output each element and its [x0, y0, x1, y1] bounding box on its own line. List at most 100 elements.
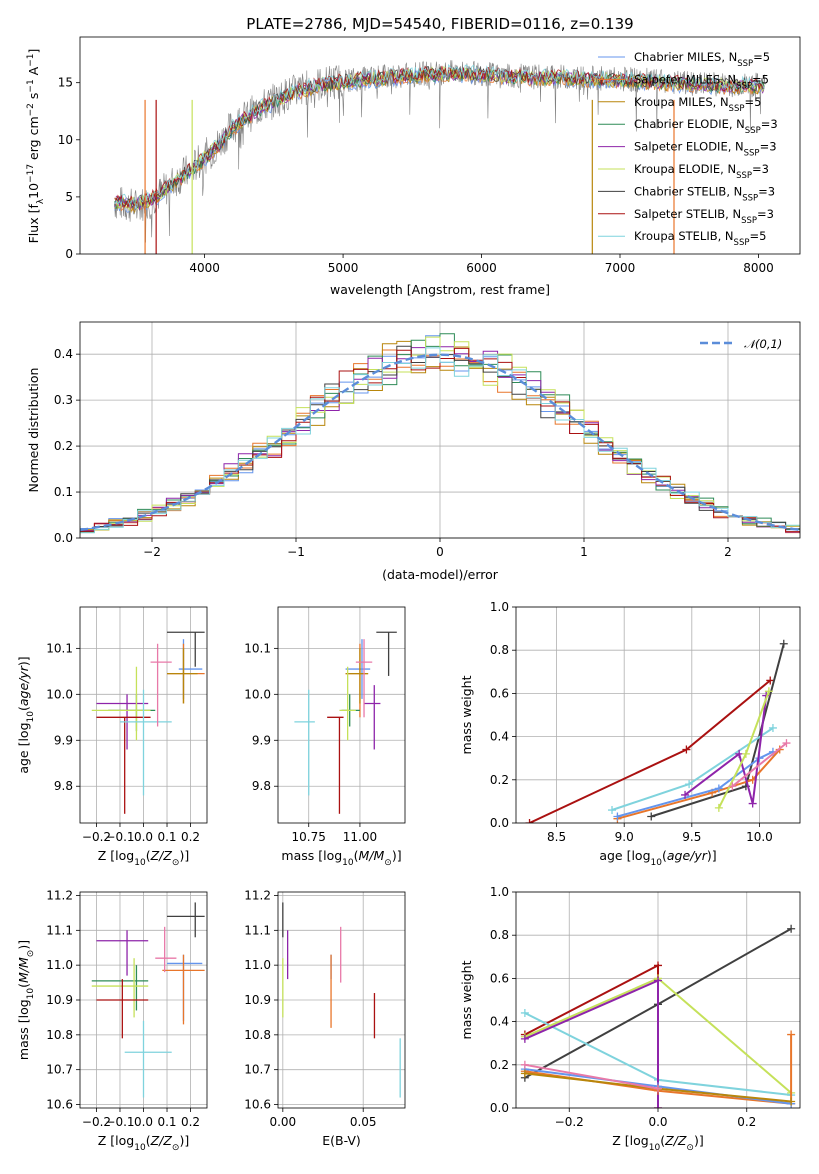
error-bars [294, 631, 397, 814]
weight-marker [714, 803, 723, 812]
weight-lines [525, 639, 791, 823]
x-tick-label: 6000 [466, 261, 497, 275]
weight-marker [714, 784, 723, 793]
x-axis-label: (data-model)/error [382, 567, 499, 582]
weight-line [731, 742, 788, 788]
weight-line [718, 690, 770, 809]
axes-frame [277, 606, 406, 824]
axes-frame [79, 36, 801, 255]
y-tick-label: 0.2 [490, 1058, 509, 1072]
y-tick-label: 0.4 [54, 347, 73, 361]
y-tick-label: 0.0 [490, 1101, 509, 1115]
weight-marker [748, 799, 757, 808]
model-spectrum-line [114, 63, 765, 210]
x-tick-label: 0.00 [269, 1115, 296, 1129]
x-axis-label: age [log10(age/yr)] [599, 848, 716, 868]
histogram-step [80, 347, 800, 534]
x-tick-label: −0.1 [105, 1115, 134, 1129]
legend-label: Kroupa STELIB, NSSP=5 [634, 229, 766, 248]
age-vs-metallicity-panel: −0.2−0.1 0.0 0.1 0.2 9.8 9.9 10.0 10.1 Z [log10(… [16, 606, 208, 868]
y-tick-label: 11.0 [46, 958, 73, 972]
y-tick-label: 1.0 [490, 600, 509, 614]
x-tick-label: 10.75 [292, 830, 326, 844]
y-tick-label: 10.7 [46, 1063, 73, 1077]
weight-line [524, 1063, 659, 1090]
y-tick-label: 9.8 [252, 779, 271, 793]
weight-vs-metallicity-panel: −0.2 0.0 0.2 0.0 0.2 0.4 0.6 0.8 1.0 Z [log10(Z/Z… [459, 885, 801, 1153]
x-tick-label: −0.2 [555, 1115, 584, 1129]
weight-line [529, 679, 771, 823]
y-tick-label: 10.0 [244, 687, 271, 701]
legend-label: Salpeter STELIB, NSSP=3 [634, 207, 774, 226]
x-tick-label: −2 [143, 545, 161, 559]
x-tick-label: 7000 [605, 261, 636, 275]
weight-line [617, 750, 774, 818]
y-tick-label: 0 [65, 247, 73, 261]
y-tick-label: 1.0 [490, 885, 509, 899]
weight-marker [779, 639, 788, 648]
axes-frame [515, 606, 801, 824]
residual-histogram-panel: −2 −1 0 1 2 0.0 0.1 0.2 0.3 0.4 𝒩(0,1) (data-model)… [26, 321, 801, 582]
y-tick-label: 0.4 [490, 730, 509, 744]
error-bars [91, 902, 205, 1098]
y-tick-label: 0.8 [490, 643, 509, 657]
x-axis-label: Z [log10(Z/Z⊙)] [98, 1133, 189, 1153]
axes-frame [515, 891, 801, 1109]
weight-marker [654, 1104, 662, 1108]
x-tick-label: 10.0 [746, 830, 773, 844]
axes-frame [79, 606, 208, 824]
y-tick-label: 9.8 [54, 779, 73, 793]
y-tick-label: 10.7 [244, 1063, 271, 1077]
weight-marker [654, 1084, 662, 1093]
weight-marker [685, 780, 694, 789]
x-tick-label: −0.2 [82, 830, 111, 844]
weight-marker [654, 961, 662, 970]
y-tick-label: 9.9 [54, 733, 73, 747]
legend-label: Chabrier ELODIE, NSSP=3 [634, 117, 778, 136]
histograms [80, 333, 800, 536]
legend-label: Kroupa MILES, NSSP=5 [634, 95, 761, 114]
x-tick-label: 0.2 [181, 830, 200, 844]
weight-marker [787, 1097, 796, 1106]
x-tick-label: 0.2 [737, 1115, 756, 1129]
x-tick-label: 11.00 [343, 830, 377, 844]
weight-marker [735, 749, 744, 758]
legend-label: Kroupa ELODIE, NSSP=3 [634, 162, 769, 181]
weight-marker [525, 819, 534, 823]
histogram-step [80, 347, 800, 534]
weight-lines [520, 924, 796, 1108]
y-tick-label: 0.0 [490, 816, 509, 830]
weight-marker [608, 806, 617, 815]
weight-marker [741, 749, 750, 758]
mass-vs-ebv-panel: 0.00 0.05 10.6 10.7 10.8 10.9 11.0 11.1 11.2 E(B-… [244, 888, 406, 1148]
y-axis-label: Normed distribution [26, 368, 41, 493]
y-tick-label: 9.9 [252, 733, 271, 747]
error-bars [91, 631, 205, 814]
weight-marker [728, 782, 737, 791]
legend-label: Salpeter MILES, NSSP=5 [634, 72, 769, 91]
weight-marker [520, 1008, 529, 1017]
weight-marker [613, 812, 622, 821]
y-tick-label: 11.2 [244, 888, 271, 902]
x-tick-label: 8000 [743, 261, 774, 275]
axes-frame [79, 891, 208, 1109]
y-tick-label: 10.9 [46, 993, 73, 1007]
y-tick-label: 0.2 [54, 439, 73, 453]
x-tick-label: 1 [580, 545, 588, 559]
y-tick-label: 0.3 [54, 393, 73, 407]
y-axis-label: mass weight [459, 675, 474, 754]
x-axis-label: Z [log10(Z/Z⊙)] [612, 1133, 703, 1153]
age-vs-mass-panel: 10.75 11.00 9.8 9.9 10.0 10.1 mass [log10(M/M⊙… [244, 606, 406, 868]
y-tick-label: 11.1 [244, 923, 271, 937]
y-tick-label: 10.8 [244, 1028, 271, 1042]
legend-label: Salpeter ELODIE, NSSP=3 [634, 140, 777, 159]
weight-marker [787, 924, 796, 933]
y-tick-label: 15 [58, 76, 73, 90]
weight-marker [782, 739, 791, 748]
y-axis-label: mass [log10(M/M⊙)] [16, 940, 36, 1060]
x-tick-label: 2 [724, 545, 732, 559]
x-tick-label: −0.1 [105, 830, 134, 844]
error-bars [282, 902, 401, 1098]
y-tick-label: 5 [65, 190, 73, 204]
